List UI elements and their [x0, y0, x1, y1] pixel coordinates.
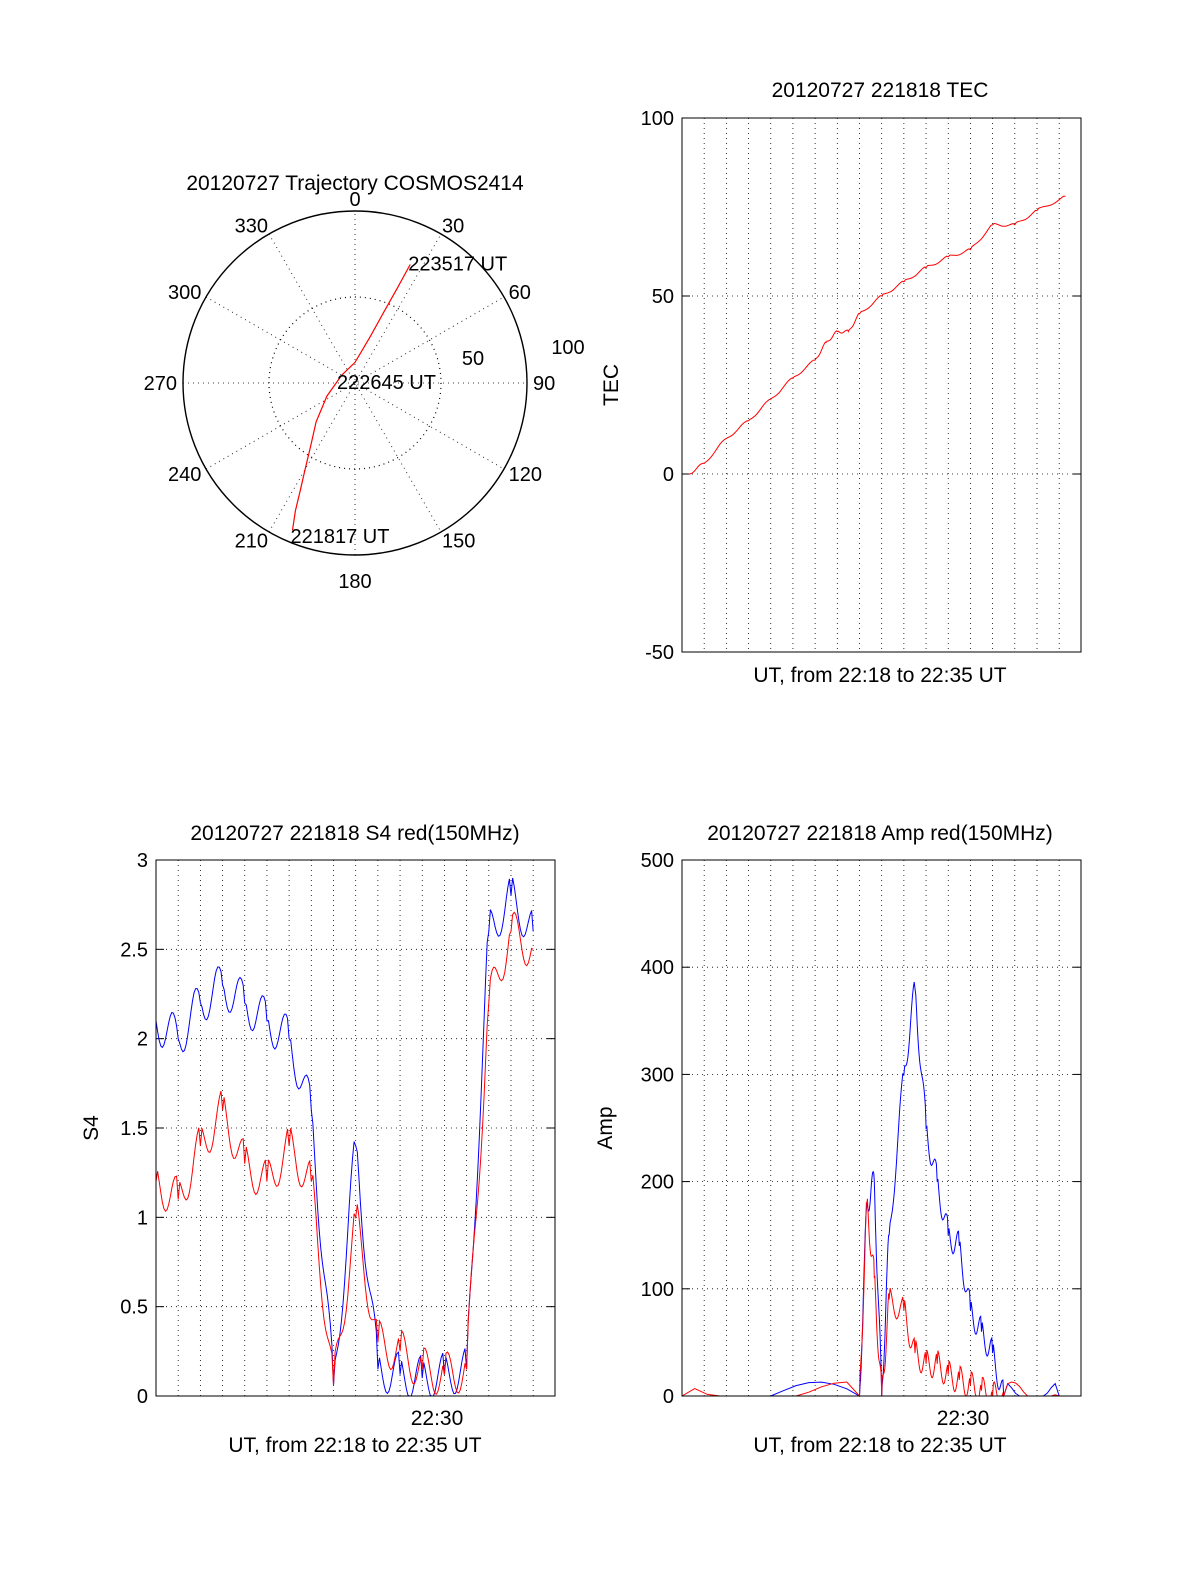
- y-tick-label: 100: [641, 108, 674, 130]
- amp-x-tick-label: 22:30: [937, 1407, 990, 1430]
- trajectory-time-label: 223517 UT: [408, 254, 507, 276]
- polar-angle-label-270: 270: [144, 373, 177, 395]
- s4-x-tick-label: 22:30: [411, 1407, 464, 1430]
- polar-angle-label-90: 90: [533, 373, 555, 395]
- plot-frame: [155, 859, 556, 1397]
- plot-frame: [681, 117, 1082, 653]
- tec-y-axis-label: TEC: [600, 364, 623, 406]
- y-tick-label: 1.5: [120, 1118, 148, 1140]
- series-line-0: [155, 877, 534, 1397]
- trajectory-line-0: [291, 264, 411, 531]
- polar-radial-label-100: 100: [551, 337, 584, 359]
- y-tick-label: 100: [641, 1279, 674, 1301]
- series-line-1: [681, 1198, 1060, 1398]
- polar-angle-label-0: 0: [349, 189, 360, 211]
- amp-panel: 20120727 221818 Amp red(150MHz) 22:30 UT…: [594, 822, 1082, 1457]
- plot-frame: [681, 859, 1082, 1397]
- polar-angle-label-300: 300: [168, 282, 201, 304]
- s4-plot-area: 0 0.5 1 1.5 2 2.5 3: [120, 850, 556, 1408]
- polar-chart-title: 20120727 Trajectory COSMOS2414: [186, 172, 524, 195]
- tec-x-axis-label: UT, from 22:18 to 22:35 UT: [753, 664, 1006, 687]
- amp-chart-title: 20120727 221818 Amp red(150MHz): [707, 822, 1053, 845]
- y-tick-label: 400: [641, 957, 674, 979]
- s4-x-axis-label: UT, from 22:18 to 22:35 UT: [228, 1434, 481, 1457]
- trajectory-annotations: 223517 UT 222645 UT 221817 UT: [290, 254, 507, 549]
- tec-plot-area: -50 0 50 100: [641, 108, 1082, 664]
- amp-y-axis-label: Amp: [594, 1106, 617, 1149]
- y-tick-label: 0: [663, 464, 674, 486]
- polar-angle-label-60: 60: [509, 282, 531, 304]
- polar-angle-label-30: 30: [442, 215, 464, 237]
- y-tick-label: 50: [652, 286, 674, 308]
- amp-x-axis-label: UT, from 22:18 to 22:35 UT: [753, 1434, 1006, 1457]
- polar-ring-50: [268, 296, 442, 470]
- series-line-1: [155, 911, 534, 1395]
- polar-angle-label-120: 120: [509, 464, 542, 486]
- polar-angle-label-150: 150: [442, 531, 475, 553]
- polar-radial-label-50: 50: [462, 348, 484, 370]
- trajectory-time-label: 222645 UT: [337, 372, 436, 394]
- s4-panel: 20120727 221818 S4 red(150MHz) 22:30 UT,…: [80, 822, 556, 1457]
- polar-outer-ring: [182, 210, 528, 556]
- y-tick-label: 200: [641, 1172, 674, 1194]
- y-tick-label: 0: [663, 1386, 674, 1408]
- polar-angle-label-210: 210: [235, 531, 268, 553]
- tec-panel: 20120727 221818 TEC UT, from 22:18 to 22…: [600, 79, 1082, 687]
- trajectory-time-label: 221817 UT: [290, 526, 389, 548]
- polar-angle-labels: 0 30 60 90 120 150 180 210 240 270 300 330: [144, 189, 556, 593]
- s4-chart-title: 20120727 221818 S4 red(150MHz): [190, 822, 519, 845]
- amp-plot-area: 0 100 200 300 400 500: [641, 850, 1082, 1408]
- trajectory-track: [291, 264, 411, 531]
- polar-angle-label-330: 330: [235, 215, 268, 237]
- polar-angle-label-180: 180: [338, 571, 371, 593]
- y-tick-label: 1: [137, 1207, 148, 1229]
- s4-y-axis-label: S4: [80, 1115, 103, 1141]
- series-line-0: [682, 981, 1060, 1397]
- trajectory-polar-panel: 20120727 Trajectory COSMOS2414 0 30 60 90 12…: [144, 172, 585, 593]
- y-tick-label: -50: [645, 642, 674, 664]
- y-tick-label: 0.5: [120, 1297, 148, 1319]
- y-tick-label: 2.5: [120, 939, 148, 961]
- polar-angle-label-240: 240: [168, 464, 201, 486]
- y-tick-label: 0: [137, 1386, 148, 1408]
- y-tick-label: 2: [137, 1029, 148, 1051]
- series-line-0: [688, 195, 1066, 475]
- y-tick-label: 500: [641, 850, 674, 872]
- polar-grid: [182, 210, 528, 556]
- y-tick-label: 300: [641, 1064, 674, 1086]
- tec-chart-title: 20120727 221818 TEC: [772, 79, 989, 102]
- y-tick-label: 3: [137, 850, 148, 872]
